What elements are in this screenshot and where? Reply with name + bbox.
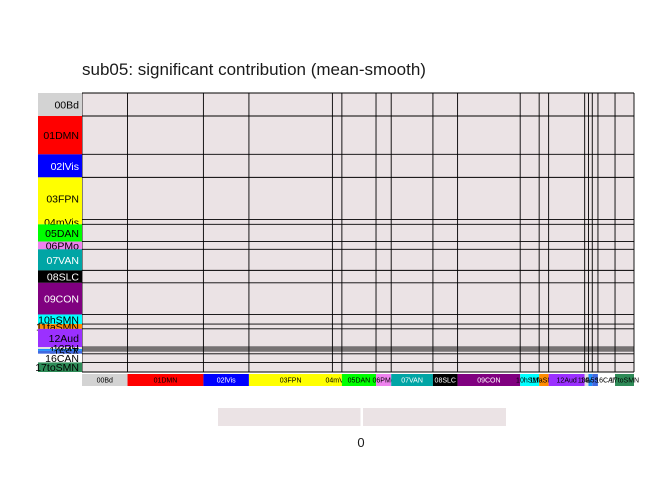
- column-label-box: [592, 374, 598, 386]
- column-label-box: [203, 374, 249, 386]
- heatmap-cell-area: [82, 93, 634, 372]
- row-label-box: [38, 348, 82, 351]
- column-network-label: 02lVis: [217, 378, 236, 385]
- row-label-box: [38, 270, 82, 283]
- column-network-label: 11faSMN: [530, 378, 559, 385]
- row-network-label: 16CAN: [45, 353, 79, 365]
- row-label-box: [38, 314, 82, 325]
- legend-bar-left: [218, 408, 361, 426]
- row-label-box: [38, 328, 82, 348]
- column-network-label: 07VAN: [401, 378, 423, 385]
- row-network-label: 02lVis: [51, 161, 79, 173]
- column-label-box: [597, 374, 616, 386]
- column-network-label: 08SLC: [435, 378, 456, 385]
- column-label-box: [584, 374, 589, 386]
- legend-tick-label: 0: [357, 435, 364, 450]
- row-network-label: 03FPN: [46, 193, 79, 205]
- chart-title: sub05: significant contribution (mean-sm…: [82, 60, 426, 79]
- row-label-box: [38, 249, 82, 271]
- column-label-box: [332, 374, 342, 386]
- column-network-label: 15SA: [587, 378, 604, 385]
- row-label-box: [38, 116, 82, 155]
- row-label-box: [38, 177, 82, 220]
- column-network-label: 10hSMN: [516, 378, 543, 385]
- row-network-label: 00Bd: [54, 100, 79, 112]
- column-network-label: 14vAtt: [580, 378, 600, 385]
- column-label-box: [248, 374, 333, 386]
- column-network-label: 09CON: [477, 378, 500, 385]
- row-label-box: [38, 93, 82, 117]
- column-label-box: [520, 374, 540, 386]
- row-network-label: 05DAN: [45, 228, 79, 240]
- column-label-box: [457, 374, 521, 386]
- row-label-box: [38, 324, 82, 329]
- column-label-box: [588, 374, 593, 386]
- row-label-box: [38, 347, 82, 349]
- row-network-label: 08SLC: [47, 272, 80, 284]
- row-network-label: 17toSMN: [35, 362, 79, 374]
- column-network-label: 04mVis: [326, 378, 350, 385]
- row-label-box: [38, 219, 82, 225]
- row-network-label: 01DMN: [43, 130, 79, 142]
- row-label-box: [38, 350, 82, 354]
- row-network-label: 12Aud: [49, 333, 80, 345]
- row-network-label: 09CON: [44, 294, 79, 306]
- column-label-box: [548, 374, 585, 386]
- column-network-label: 03FPN: [280, 378, 302, 385]
- row-network-labels: 00Bd01DMN02lVis03FPN04mVis05DAN06PMo07VA…: [35, 93, 82, 374]
- column-label-box: [539, 374, 549, 386]
- column-label-box: [127, 374, 204, 386]
- row-network-label: 07VAN: [47, 255, 80, 267]
- column-network-label: 00Bd: [97, 378, 113, 385]
- column-label-box: [341, 374, 377, 386]
- color-legend: 0: [218, 408, 506, 450]
- row-network-label: 10hSMN: [38, 314, 79, 326]
- row-label-box: [38, 154, 82, 178]
- column-network-label: 06PMo: [373, 378, 395, 385]
- row-label-box: [38, 224, 82, 242]
- column-network-label: 01DMN: [154, 378, 178, 385]
- column-label-box: [432, 374, 458, 386]
- legend-bar-right: [363, 408, 506, 426]
- column-network-label: 13PH: [578, 378, 596, 385]
- column-network-label: 17toSMN: [610, 378, 639, 385]
- row-label-box: [38, 282, 82, 315]
- heatmap-cells: [82, 93, 634, 372]
- column-label-box: [615, 374, 634, 386]
- column-label-box: [82, 374, 128, 386]
- column-network-label: 12Aud: [557, 378, 577, 385]
- column-network-label: 05DAN: [348, 378, 371, 385]
- column-label-box: [391, 374, 433, 386]
- network-grid: [81, 92, 635, 373]
- column-label-box: [376, 374, 392, 386]
- row-label-box: [38, 353, 82, 363]
- row-label-box: [38, 241, 82, 250]
- row-label-box: [38, 362, 82, 372]
- column-network-label: 16CAN: [595, 378, 618, 385]
